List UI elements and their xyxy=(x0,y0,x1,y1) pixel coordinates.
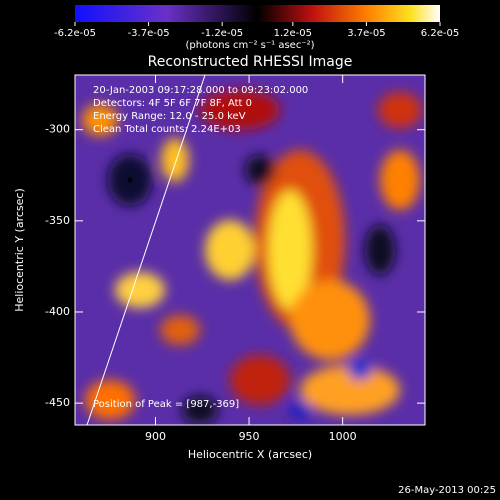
x-tick-label: 1000 xyxy=(329,430,357,443)
y-axis-label: Heliocentric Y (arcsec) xyxy=(13,188,26,312)
colorbar-tick-label: 3.7e-05 xyxy=(347,28,385,39)
y-tick-label: -450 xyxy=(45,396,70,409)
annotation: Detectors: 4F 5F 6F 7F 8F, Att 0 xyxy=(93,98,252,109)
annotation: Clean Total counts: 2.24E+03 xyxy=(93,124,241,135)
footer-date: 26-May-2013 00:25 xyxy=(398,485,496,496)
x-tick-label: 950 xyxy=(239,430,260,443)
colorbar-label: (photons cm⁻² s⁻¹ asec⁻²) xyxy=(185,40,314,51)
x-axis-label: Heliocentric X (arcsec) xyxy=(188,448,312,461)
y-tick-label: -300 xyxy=(45,123,70,136)
x-tick-label: 900 xyxy=(145,430,166,443)
peak-label: Position of Peak = [987,-369] xyxy=(93,399,239,410)
y-tick-label: -350 xyxy=(45,214,70,227)
chart-title: Reconstructed RHESSI Image xyxy=(148,54,353,70)
colorbar-tick-label: 6.2e-05 xyxy=(421,28,459,39)
colorbar-tick-label: 1.2e-05 xyxy=(274,28,312,39)
image xyxy=(75,75,425,425)
colorbar xyxy=(75,5,440,22)
colorbar-tick-label: -6.2e-05 xyxy=(54,28,96,39)
y-tick-label: -400 xyxy=(45,305,70,318)
annotation: 20-Jan-2003 09:17:28.000 to 09:23:02.000 xyxy=(93,85,308,96)
colorbar-tick-label: -1.2e-05 xyxy=(201,28,243,39)
colorbar-tick-label: -3.7e-05 xyxy=(128,28,170,39)
annotation: Energy Range: 12.0 - 25.0 keV xyxy=(93,111,246,122)
plot-frame xyxy=(74,74,426,426)
